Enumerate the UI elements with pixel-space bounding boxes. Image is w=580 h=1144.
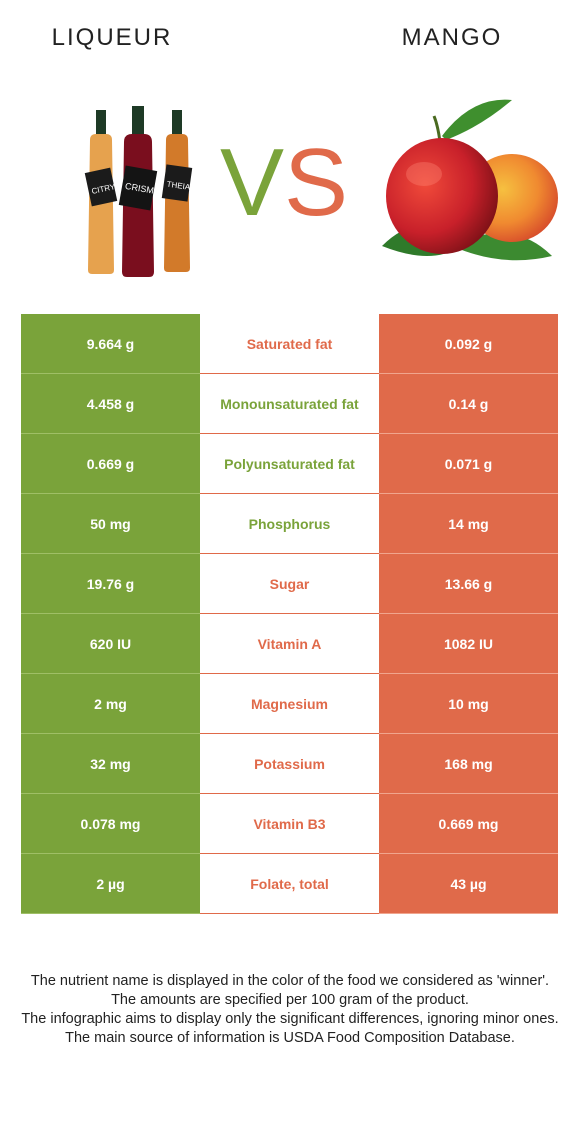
footer-notes: The nutrient name is displayed in the co… [18, 972, 562, 1048]
table-row: 19.76 g Sugar 13.66 g [21, 554, 558, 614]
mango-value: 10 mg [379, 674, 558, 734]
liqueur-value: 2 µg [21, 854, 200, 914]
table-row: 9.664 g Saturated fat 0.092 g [21, 314, 558, 374]
crism-label: CRISM [124, 181, 154, 196]
table-row: 50 mg Phosphorus 14 mg [21, 494, 558, 554]
table-row: 2 µg Folate, total 43 µg [21, 854, 558, 914]
mango-value: 1082 IU [379, 614, 558, 674]
comparison-table: 9.664 g Saturated fat 0.092 g 4.458 g Mo… [21, 314, 558, 914]
liqueur-value: 32 mg [21, 734, 200, 794]
table-row: 2 mg Magnesium 10 mg [21, 674, 558, 734]
liqueur-value: 0.669 g [21, 434, 200, 494]
table-row: 32 mg Potassium 168 mg [21, 734, 558, 794]
table-row: 4.458 g Monounsaturated fat 0.14 g [21, 374, 558, 434]
mango-image [382, 99, 558, 261]
liqueur-bottles-image: CITRY THEIA CRISM [84, 106, 193, 277]
mango-value: 0.092 g [379, 314, 558, 374]
nutrient-name: Vitamin A [200, 614, 379, 674]
mango-value: 0.14 g [379, 374, 558, 434]
footer-line: The amounts are specified per 100 gram o… [111, 992, 469, 1008]
nutrient-name: Potassium [200, 734, 379, 794]
footer-line: The infographic aims to display only the… [21, 1011, 559, 1027]
footer-line: The main source of information is USDA F… [65, 1030, 515, 1046]
liqueur-value: 50 mg [21, 494, 200, 554]
nutrient-name: Sugar [200, 554, 379, 614]
mango-value: 43 µg [379, 854, 558, 914]
nutrient-name: Saturated fat [200, 314, 379, 374]
nutrient-name: Monounsaturated fat [200, 374, 379, 434]
liqueur-value: 9.664 g [21, 314, 200, 374]
liqueur-value: 0.078 mg [21, 794, 200, 854]
nutrient-name: Vitamin B3 [200, 794, 379, 854]
table-row: 620 IU Vitamin A 1082 IU [21, 614, 558, 674]
mango-value: 13.66 g [379, 554, 558, 614]
nutrient-name: Magnesium [200, 674, 379, 734]
nutrient-name: Polyunsaturated fat [200, 434, 379, 494]
vs-label: VS [220, 135, 348, 231]
mango-value: 0.669 mg [379, 794, 558, 854]
vs-v: V [220, 129, 285, 236]
vs-s: S [284, 129, 349, 236]
mango-value: 0.071 g [379, 434, 558, 494]
liqueur-value: 2 mg [21, 674, 200, 734]
theia-label: THEIA [166, 180, 191, 192]
footer-line: The nutrient name is displayed in the co… [30, 973, 550, 989]
mango-title: MANGO [401, 24, 503, 51]
liqueur-value: 19.76 g [21, 554, 200, 614]
mango-value: 14 mg [379, 494, 558, 554]
nutrient-name: Phosphorus [200, 494, 379, 554]
table-row: 0.078 mg Vitamin B3 0.669 mg [21, 794, 558, 854]
liqueur-value: 4.458 g [21, 374, 200, 434]
liqueur-title: LIQUEUR [51, 24, 173, 51]
mango-value: 168 mg [379, 734, 558, 794]
table-row: 0.669 g Polyunsaturated fat 0.071 g [21, 434, 558, 494]
liqueur-value: 620 IU [21, 614, 200, 674]
nutrient-name: Folate, total [200, 854, 379, 914]
